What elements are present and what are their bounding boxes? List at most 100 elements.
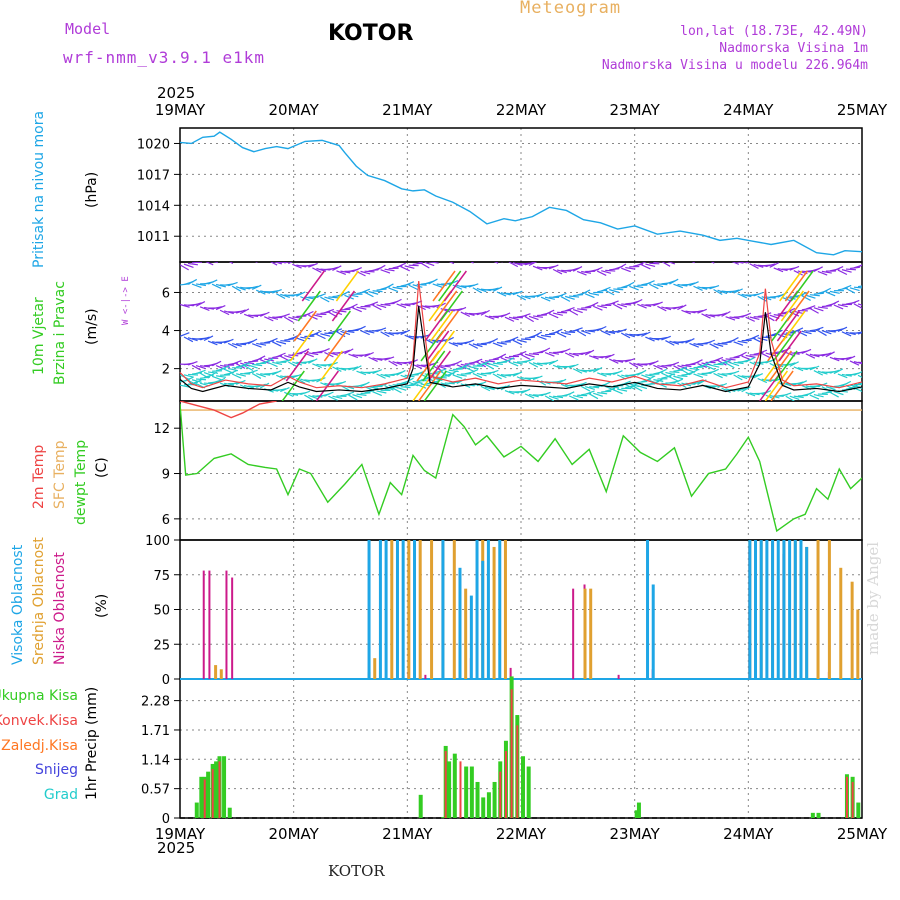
wind-arrow	[400, 386, 411, 389]
wind-arrow	[448, 370, 458, 376]
precip-bar	[459, 761, 462, 818]
footer-station: KOTOR	[328, 862, 385, 880]
wind-arrow	[857, 361, 862, 364]
y-tick-label: 50	[153, 604, 170, 619]
wind-arrow	[749, 334, 760, 340]
wind-arrow	[689, 258, 699, 260]
wind-arrow	[187, 337, 198, 342]
wind-arrow	[360, 288, 371, 294]
wind-label-2: Brzina i Pravac	[52, 281, 68, 385]
wind-arrow	[464, 339, 475, 345]
wind-arrow-gust	[293, 310, 317, 342]
wind-arrow-gust	[319, 350, 344, 382]
cloud-bar	[430, 540, 434, 679]
wind-arrow	[625, 281, 635, 288]
wind-arrow	[588, 355, 599, 360]
precip-unit: (mm)	[84, 687, 100, 725]
wind-arrow	[320, 347, 330, 353]
wind-arrow	[348, 294, 359, 298]
precip-bar	[227, 807, 232, 818]
wind-arrow	[857, 264, 862, 268]
wind-arrow	[721, 387, 731, 394]
wind-arrow	[713, 356, 724, 362]
wind-arrow	[211, 360, 222, 367]
wind-arrow	[187, 373, 199, 376]
wind-arrow	[629, 382, 639, 388]
wind-arrow	[437, 258, 447, 260]
wind-arrow	[392, 387, 402, 394]
wind-arrow	[532, 362, 543, 367]
wind-arrow	[721, 311, 731, 317]
dewpoint-line	[180, 403, 862, 533]
wind-arrow	[231, 285, 242, 292]
wind-arrow	[729, 337, 739, 343]
precip-bar	[452, 753, 457, 818]
wind-arrow	[472, 343, 483, 348]
wind-arrow	[697, 308, 707, 314]
precip-bar	[492, 781, 497, 818]
wind-arrow	[553, 395, 564, 399]
cloud-bar	[856, 609, 860, 679]
wind-arrow	[180, 264, 189, 271]
wind-arrow	[809, 294, 820, 297]
cloud-bar	[509, 667, 512, 679]
wind-arrow	[461, 255, 470, 258]
y-tick-label: 4	[162, 325, 170, 340]
cloud-bar	[827, 540, 831, 679]
wind-arrow	[580, 385, 591, 392]
wind-arrow	[516, 350, 527, 356]
wind-arrow	[789, 265, 800, 271]
wind-arrow	[275, 293, 286, 300]
wind-arrow	[460, 363, 471, 369]
wind-arrow	[191, 364, 202, 371]
wind-arrow	[504, 316, 515, 322]
wind-arrow	[585, 385, 595, 391]
cloud-bar	[572, 588, 575, 679]
precip-bar	[851, 781, 854, 818]
wind-arrow	[753, 361, 764, 365]
wind-arrow	[340, 270, 351, 274]
wind-arrow	[195, 369, 206, 375]
wind-arrow	[532, 375, 543, 381]
wind-arrow	[548, 395, 559, 400]
wind-arrow	[340, 349, 351, 354]
wind-arrow	[669, 278, 679, 285]
wind-arrow	[649, 262, 660, 265]
date-tick-bottom: 25MAY	[837, 825, 888, 843]
wind-arrow	[548, 313, 559, 319]
wind-arrow	[480, 385, 491, 392]
wind-arrow	[441, 256, 450, 260]
station-title: KOTOR	[328, 21, 414, 46]
wind-arrow	[673, 305, 684, 310]
cloud-bar	[754, 540, 758, 679]
wind-arrow	[729, 370, 740, 376]
wind-arrow	[637, 332, 648, 337]
wind-arrow	[584, 293, 595, 299]
wind-arrow	[288, 361, 298, 368]
wind-arrow	[617, 328, 627, 334]
wind-arrow	[693, 343, 704, 347]
wind-arrow	[829, 300, 840, 306]
wind-arrow	[581, 270, 592, 274]
wind-arrow	[667, 262, 676, 265]
wind-arrow	[404, 265, 415, 269]
wind-arrow	[336, 310, 347, 313]
wind-arrow	[641, 331, 651, 337]
date-tick-top: 24MAY	[723, 101, 774, 119]
wind-arrow	[621, 303, 632, 306]
precip-bar	[499, 771, 502, 818]
wind-arrow	[496, 291, 507, 297]
wind-arrow-gust	[418, 370, 442, 401]
wind-arrow	[769, 262, 779, 268]
wind-arrow	[352, 365, 362, 372]
cloud-bar	[441, 540, 445, 679]
y-tick-label: 25	[153, 638, 170, 653]
y-tick-label: 12	[153, 422, 170, 437]
wind-arrow	[356, 306, 367, 310]
wind-arrow	[308, 358, 318, 364]
wind-arrow	[621, 267, 631, 273]
wind-arrow	[805, 294, 816, 299]
wind-arrow	[284, 316, 294, 323]
wind-arrow	[689, 368, 699, 375]
wind-arrow	[300, 348, 310, 355]
